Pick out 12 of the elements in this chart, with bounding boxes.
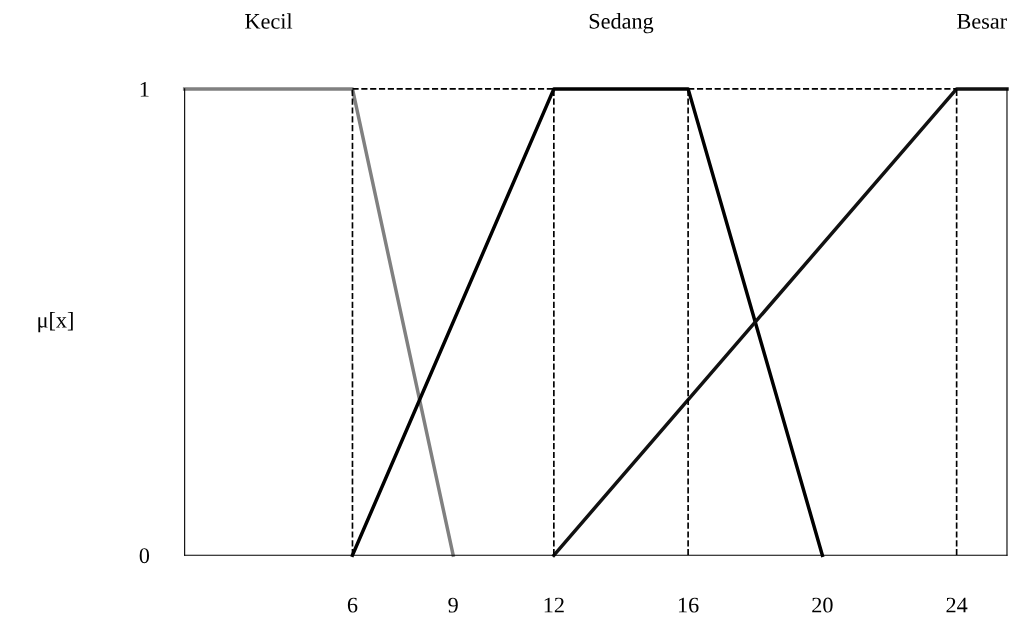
x-tick-label: 24 [946, 597, 968, 613]
y-tick-label: 0 [139, 548, 150, 564]
y-tick-label: 1 [140, 81, 149, 97]
text: Besar [957, 14, 1007, 29]
y-axis-title: μ[x] [38, 311, 73, 333]
text: Sedang [589, 13, 654, 34]
x-tick-label: 16 [678, 597, 699, 613]
text: Kecil [245, 13, 293, 29]
x-tick-label: 6 [347, 597, 358, 613]
x-tick-label: 20 [812, 597, 833, 613]
x-tick-label: 9 [448, 597, 458, 613]
x-tick-label: 12 [544, 597, 564, 613]
